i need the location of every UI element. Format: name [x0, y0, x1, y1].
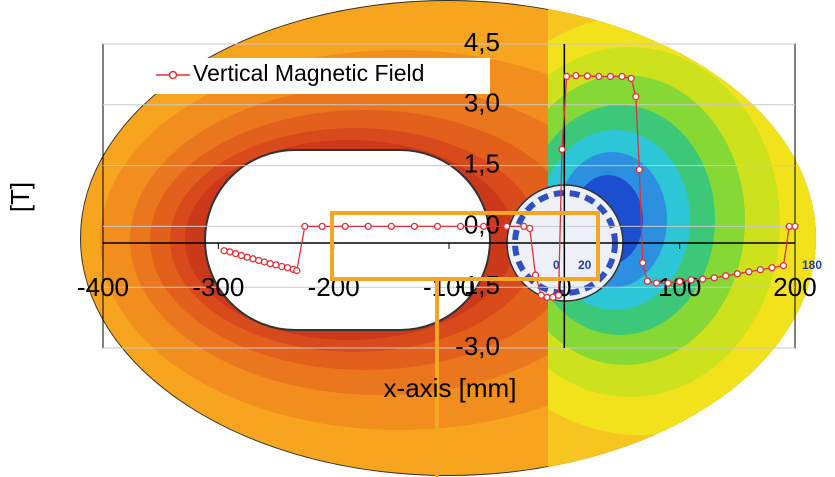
data-point [723, 273, 729, 279]
data-point [607, 73, 613, 79]
data-point [757, 267, 763, 273]
data-point [256, 257, 262, 263]
data-point [780, 263, 786, 269]
data-point [665, 280, 671, 286]
inset-label: 20 [578, 258, 592, 272]
data-point [688, 277, 694, 283]
data-point [411, 223, 417, 229]
data-point [619, 73, 625, 79]
data-point [596, 73, 602, 79]
data-point [504, 223, 510, 229]
y-axis-label: [T] [5, 182, 35, 212]
inset-label: 180 [802, 258, 822, 272]
legend-label: Vertical Magnetic Field [193, 60, 424, 86]
data-point [365, 223, 371, 229]
data-point [388, 223, 394, 229]
data-point [238, 253, 244, 259]
data-point [636, 167, 642, 173]
data-point [434, 223, 440, 229]
data-point [573, 73, 579, 79]
data-point [792, 223, 798, 229]
x-tick-label: 100 [658, 272, 701, 302]
data-point [267, 261, 273, 267]
data-point [700, 276, 706, 282]
data-point [458, 223, 464, 229]
data-point [628, 75, 634, 81]
data-point [633, 94, 639, 100]
data-point [654, 280, 660, 286]
legend-marker [170, 72, 177, 79]
data-point [677, 279, 683, 285]
data-point [734, 271, 740, 277]
chart: 0 20 180 -3,0-1,50,01,53,04,5-400-300-20… [0, 0, 835, 477]
x-tick-label: 200 [773, 272, 816, 302]
data-point [644, 278, 650, 284]
x-tick-label: -400 [77, 272, 129, 302]
y-tick-label: 4,5 [464, 27, 500, 57]
data-point [556, 292, 562, 298]
x-tick-label: -300 [192, 272, 244, 302]
legend: Vertical Magnetic Field [148, 58, 490, 94]
data-point [564, 73, 570, 79]
data-point [711, 275, 717, 281]
data-point [221, 248, 227, 254]
y-tick-label: 1,5 [464, 148, 500, 178]
data-point [233, 251, 239, 257]
x-axis-label: x-axis [mm] [384, 373, 517, 403]
data-point [342, 223, 348, 229]
data-point [559, 146, 565, 152]
data-point [279, 264, 285, 270]
data-point [538, 292, 544, 298]
data-point [769, 265, 775, 271]
data-point [640, 260, 646, 266]
data-point [481, 223, 487, 229]
data-point [261, 259, 267, 265]
y-tick-label: -3,0 [455, 331, 500, 361]
data-point [786, 223, 792, 229]
data-point [584, 73, 590, 79]
data-point [244, 254, 250, 260]
data-point [746, 269, 752, 275]
data-point [294, 268, 300, 274]
data-point [250, 256, 256, 262]
data-point [227, 249, 233, 255]
data-point [273, 262, 279, 268]
data-point [527, 225, 533, 231]
data-point [319, 223, 325, 229]
data-point [521, 223, 527, 229]
data-point [544, 294, 550, 300]
data-point [550, 294, 556, 300]
data-point [285, 265, 291, 271]
data-point [302, 223, 308, 229]
x-tick-label: -100 [423, 272, 475, 302]
